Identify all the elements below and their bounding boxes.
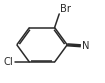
Text: Cl: Cl <box>4 57 14 67</box>
Text: N: N <box>82 41 90 51</box>
Text: Br: Br <box>60 3 71 14</box>
